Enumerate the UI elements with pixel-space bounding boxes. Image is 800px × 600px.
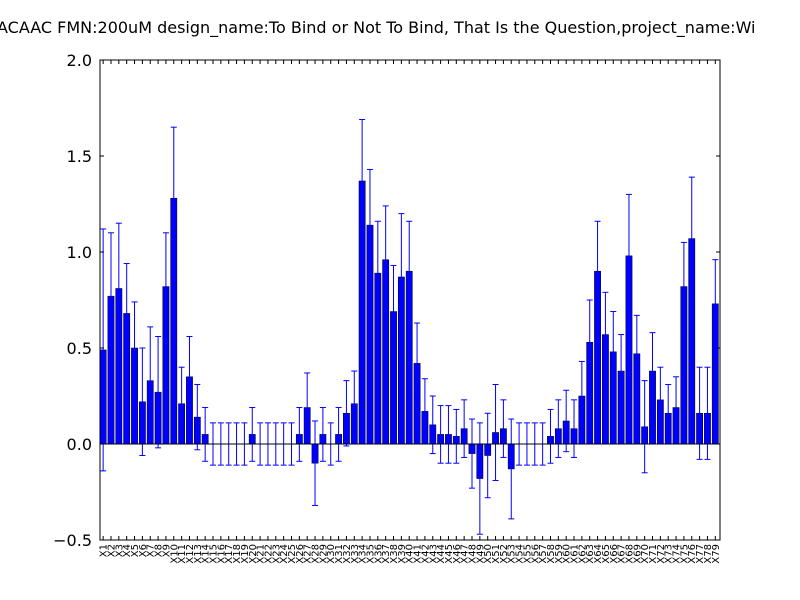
x-tick-label: X44	[436, 544, 447, 564]
x-tick-label: X34	[358, 544, 369, 564]
chart-title: ACAAC FMN:200uM design_name:To Bind or N…	[0, 18, 755, 38]
x-tick-label: X43	[428, 544, 439, 564]
x-tick-label: X74	[672, 544, 683, 564]
x-tick-label: X28	[311, 544, 322, 564]
x-tick-label: X52	[499, 544, 510, 564]
x-tick-label: X56	[530, 544, 541, 564]
x-tick-label: X12	[185, 544, 196, 564]
x-tick-label: X19	[240, 544, 251, 564]
x-tick-label: X32	[342, 544, 353, 564]
x-tick-label: X20	[248, 544, 259, 564]
x-tick-label: X31	[334, 544, 345, 564]
x-tick-label: X48	[468, 544, 479, 564]
x-tick-label: X14	[201, 544, 212, 564]
x-tick-label: X3	[114, 544, 125, 557]
x-tick-label: X23	[271, 544, 282, 564]
x-tick-label: X18	[232, 544, 243, 564]
x-tick-label: X54	[515, 544, 526, 564]
x-tick-label: X62	[577, 544, 588, 564]
x-tick-label: X66	[609, 544, 620, 564]
x-tick-label: X50	[483, 544, 494, 564]
y-tick-label: 1.5	[67, 147, 92, 166]
x-tick-label: X8	[154, 544, 165, 557]
x-tick-label: X68	[624, 544, 635, 564]
x-tick-label: X69	[632, 544, 643, 564]
x-tick-label: X6	[138, 544, 149, 557]
x-tick-label: X65	[601, 544, 612, 564]
x-tick-label: X5	[130, 544, 141, 557]
x-tick-label: X63	[585, 544, 596, 564]
x-tick-label: X1	[99, 544, 110, 557]
y-tick-label: 1.0	[67, 243, 92, 262]
x-tick-label: X17	[224, 544, 235, 564]
x-tick-label: X2	[106, 544, 117, 557]
x-tick-label: X59	[554, 544, 565, 564]
y-tick-label: −0.5	[53, 531, 92, 550]
plot-frame	[99, 59, 721, 541]
x-tick-label: X38	[389, 544, 400, 564]
x-tick-label: X78	[703, 544, 714, 564]
x-tick-label: X4	[122, 544, 133, 557]
x-tick-label: X42	[420, 544, 431, 564]
x-tick-label: X25	[287, 544, 298, 564]
x-tick-label: X41	[413, 544, 424, 564]
y-tick-label: 2.0	[67, 51, 92, 70]
x-tick-label: X49	[475, 544, 486, 564]
y-tick-label: 0.0	[67, 435, 92, 454]
y-tick-label: 0.5	[67, 339, 92, 358]
x-tick-label: X15	[209, 544, 220, 564]
x-tick-label: X10	[169, 544, 180, 564]
x-tick-label: X11	[177, 544, 188, 564]
x-tick-label: X72	[656, 544, 667, 564]
x-tick-label: X47	[460, 544, 471, 564]
x-tick-label: X16	[216, 544, 227, 564]
x-tick-label: X37	[381, 544, 392, 564]
x-tick-label: X76	[687, 544, 698, 564]
x-tick-label: X21	[256, 544, 267, 564]
x-tick-label: X45	[444, 544, 455, 564]
x-tick-label: X64	[593, 544, 604, 564]
x-tick-label: X30	[326, 544, 337, 564]
x-tick-label: X36	[373, 544, 384, 564]
x-tick-label: X73	[664, 544, 675, 564]
x-tick-label: X58	[546, 544, 557, 564]
x-tick-label: X39	[397, 544, 408, 564]
x-tick-label: X13	[193, 544, 204, 564]
x-tick-label: X77	[695, 544, 706, 564]
x-tick-label: X75	[679, 544, 690, 564]
x-tick-label: X35	[365, 544, 376, 564]
x-tick-label: X7	[146, 544, 157, 557]
x-tick-label: X55	[522, 544, 533, 564]
x-tick-label: X24	[279, 544, 290, 564]
x-tick-label: X27	[303, 544, 314, 564]
x-tick-label: X57	[538, 544, 549, 564]
x-tick-label: X26	[295, 544, 306, 564]
x-tick-label: X46	[452, 544, 463, 564]
x-tick-label: X33	[350, 544, 361, 564]
x-tick-label: X61	[570, 544, 581, 564]
x-tick-label: X71	[648, 544, 659, 564]
x-tick-label: X67	[617, 544, 628, 564]
x-tick-label: X79	[711, 544, 722, 564]
x-tick-label: X29	[318, 544, 329, 564]
x-tick-label: X22	[263, 544, 274, 564]
x-tick-label: X60	[562, 544, 573, 564]
x-tick-label: X51	[491, 544, 502, 564]
x-tick-label: X70	[640, 544, 651, 564]
x-tick-label: X9	[161, 544, 172, 557]
x-tick-label: X40	[405, 544, 416, 564]
x-tick-label: X53	[507, 544, 518, 564]
